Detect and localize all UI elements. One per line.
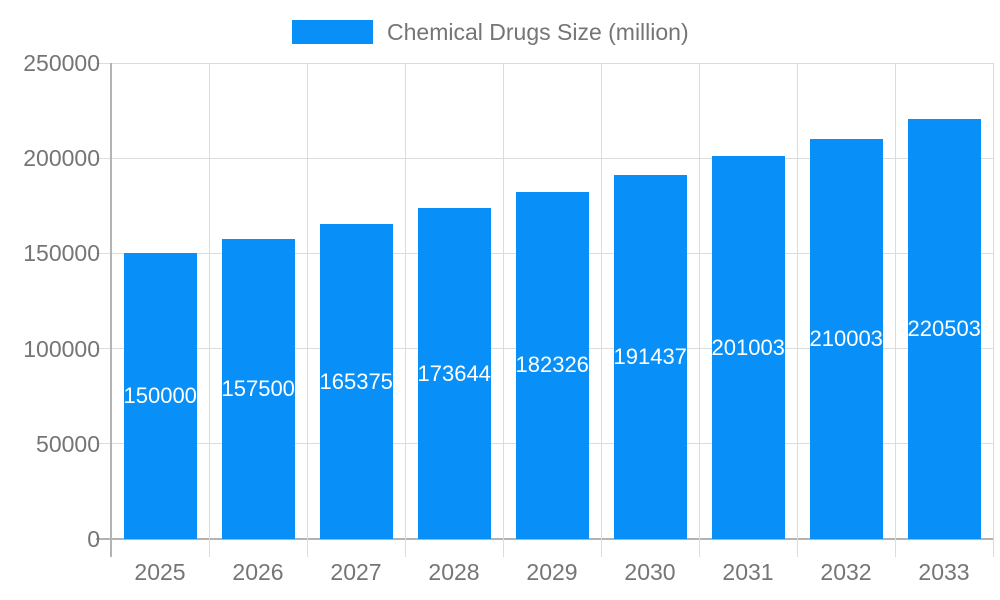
x-tick-label: 2027 [330,559,382,585]
x-tick-label: 2026 [232,559,284,585]
bar-value-label: 210003 [809,326,883,352]
x-gridline [404,63,406,557]
x-tick-label: 2031 [722,559,774,585]
x-gridline [600,63,602,557]
x-gridline [992,63,994,557]
bar-value-label: 165375 [319,368,393,394]
bar-2026[interactable]: 157500 [221,239,295,539]
bar-value-label: 201003 [711,334,785,360]
x-axis-line [96,538,993,540]
y-axis-line [110,63,112,557]
legend-label: Chemical Drugs Size (million) [387,18,689,45]
bar-value-label: 173644 [417,360,491,386]
x-gridline [796,63,798,557]
x-tick-label: 2028 [428,559,480,585]
bar-value-label: 191437 [613,343,687,369]
bar-2025[interactable]: 150000 [123,253,197,539]
x-tick-label: 2033 [918,559,970,585]
y-tick-label: 50000 [36,430,100,457]
bar-2027[interactable]: 165375 [319,224,393,539]
legend-swatch [292,20,373,44]
y-tick-label: 250000 [23,50,100,76]
bar-value-label: 220503 [907,316,981,342]
x-tick-label: 2030 [624,559,676,585]
x-gridline [502,63,504,557]
x-tick-label: 2032 [820,559,872,585]
y-tick-label: 0 [87,526,100,552]
y-tick-label: 200000 [23,145,100,172]
bar-2030[interactable]: 191437 [613,174,687,539]
y-tick-label: 150000 [23,240,100,267]
x-gridline [208,63,210,557]
x-tick-label: 2029 [526,559,578,585]
bar-value-label: 157500 [221,376,295,402]
bar-2033[interactable]: 220503 [907,119,981,539]
bar-2028[interactable]: 173644 [417,208,491,539]
x-gridline [306,63,308,557]
bar-2031[interactable]: 201003 [711,156,785,539]
y-gridline [96,62,993,64]
x-gridline [894,63,896,557]
bar-2032[interactable]: 210003 [809,139,883,539]
y-gridline [96,157,993,159]
y-tick-label: 100000 [23,335,100,362]
x-tick-label: 2025 [134,559,186,585]
x-gridline [698,63,700,557]
legend[interactable]: Chemical Drugs Size (million) [292,17,689,47]
bar-value-label: 182326 [515,352,589,378]
bar-value-label: 150000 [123,383,197,409]
bar-2029[interactable]: 182326 [515,191,589,539]
